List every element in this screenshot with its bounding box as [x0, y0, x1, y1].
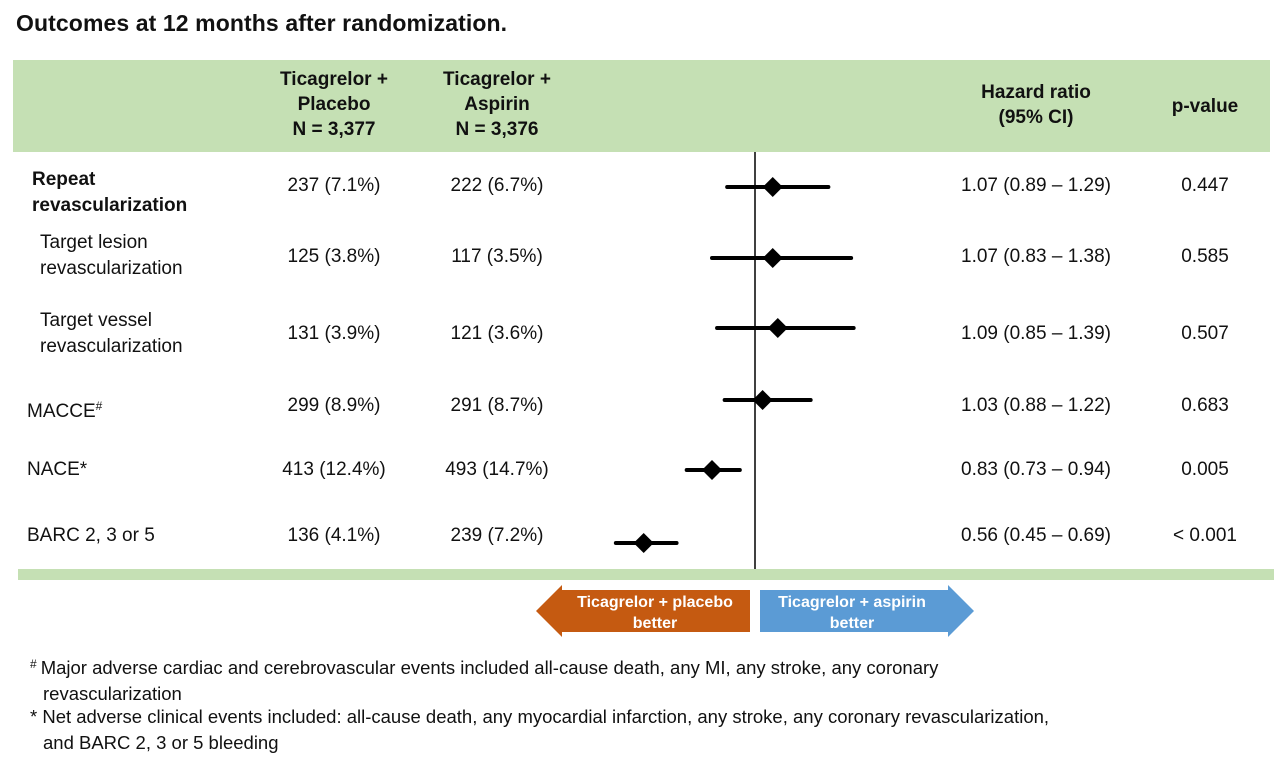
header-col1-line2: Placebo [297, 94, 371, 115]
footnote-text: and BARC 2, 3 or 5 bleeding [43, 732, 279, 753]
footnote-text: Net adverse clinical events included: al… [42, 706, 1050, 727]
col2-value: 493 (14.7%) [445, 459, 549, 480]
header-col1: Ticagrelor + Placebo N = 3,377 [244, 67, 424, 142]
col1-value: 136 (4.1%) [287, 525, 381, 546]
row-label-line: Target vessel [40, 310, 152, 331]
hazard-ratio-marker [762, 177, 783, 197]
header-hr-line1: Hazard ratio [981, 82, 1091, 103]
hazard-ratio-marker [633, 533, 654, 553]
header-hr-line2: (95% CI) [998, 107, 1074, 128]
col2-value: 239 (7.2%) [450, 525, 544, 546]
col2-value: 222 (6.7%) [450, 175, 544, 196]
header-col2: Ticagrelor + Aspirin N = 3,376 [407, 67, 587, 142]
p-value: 0.507 [1181, 323, 1229, 344]
p-value: 0.585 [1181, 246, 1229, 267]
footnote-text: Major adverse cardiac and cerebrovascula… [40, 657, 939, 678]
row-label-line: revascularization [40, 336, 183, 357]
row-label-target-vessel: Target vessel revascularization [40, 308, 183, 360]
arrow-left-line1: Ticagrelor + placebo [577, 594, 733, 611]
hr-value: 0.56 (0.45 – 0.69) [961, 525, 1111, 546]
footnote-symbol: # [30, 657, 37, 671]
row-label-line: Repeat [32, 169, 96, 190]
hazard-ratio-marker [767, 318, 788, 338]
arrow-left-label: Ticagrelor + placebo better [560, 592, 750, 634]
header-col2-line3: N = 3,376 [455, 119, 539, 140]
p-value: 0.447 [1181, 175, 1229, 196]
footnote-symbol: * [30, 706, 38, 727]
col2-value: 117 (3.5%) [451, 246, 543, 267]
row-label-nace: NACE* [27, 459, 88, 480]
row-label-barc: BARC 2, 3 or 5 [27, 525, 155, 546]
row-label-line: revascularization [40, 258, 183, 279]
header-col2-line2: Aspirin [464, 94, 530, 115]
header-pvalue: p-value [1171, 96, 1239, 117]
arrow-right-line2: better [829, 615, 875, 632]
col2-value: 291 (8.7%) [450, 395, 544, 416]
hr-value: 1.03 (0.88 – 1.22) [961, 395, 1111, 416]
hazard-ratio-marker [701, 460, 722, 480]
arrow-right-label: Ticagrelor + aspirin better [757, 592, 947, 634]
col1-value: 413 (12.4%) [282, 459, 386, 480]
hazard-ratio-marker [762, 248, 783, 268]
col2-value: 121 (3.6%) [450, 323, 544, 344]
table-bottom-band [18, 569, 1274, 580]
row-label-line: revascularization [32, 195, 188, 216]
col1-value: 237 (7.1%) [287, 175, 381, 196]
arrow-right-aspirin-better [760, 585, 974, 637]
p-value: 0.005 [1181, 459, 1229, 480]
row-label-text: MACCE [27, 401, 96, 422]
hr-value: 0.83 (0.73 – 0.94) [961, 459, 1111, 480]
row-label-target-lesion: Target lesion revascularization [40, 230, 183, 282]
header-col2-line1: Ticagrelor + [443, 69, 551, 90]
row-label-macce: MACCE# [27, 393, 102, 425]
col1-value: 299 (8.9%) [287, 395, 381, 416]
p-value: < 0.001 [1173, 525, 1237, 546]
table-header-band [13, 60, 1270, 152]
header-hazard-ratio: Hazard ratio (95% CI) [946, 80, 1126, 130]
arrow-left-placebo-better [536, 585, 750, 637]
header-col1-line1: Ticagrelor + [280, 69, 388, 90]
p-value: 0.683 [1181, 395, 1229, 416]
col1-value: 125 (3.8%) [287, 246, 381, 267]
row-label-repeat-revascularization: Repeat revascularization [32, 167, 187, 219]
header-col1-line3: N = 3,377 [292, 119, 376, 140]
footnote-nace: * Net adverse clinical events included: … [30, 704, 1049, 756]
arrow-right-line1: Ticagrelor + aspirin [778, 594, 926, 611]
chart-title: Outcomes at 12 months after randomizatio… [16, 10, 508, 36]
row-label-footnote-mark: # [95, 399, 103, 413]
col1-value: 131 (3.9%) [287, 323, 381, 344]
arrow-left-line2: better [632, 615, 678, 632]
hr-value: 1.07 (0.83 – 1.38) [961, 246, 1111, 267]
footnote-macce: # Major adverse cardiac and cerebrovascul… [30, 651, 938, 707]
hr-value: 1.07 (0.89 – 1.29) [961, 175, 1111, 196]
hazard-ratio-marker [752, 390, 773, 410]
footnote-text: revascularization [43, 683, 182, 704]
hr-value: 1.09 (0.85 – 1.39) [961, 323, 1111, 344]
row-label-line: Target lesion [40, 232, 148, 253]
